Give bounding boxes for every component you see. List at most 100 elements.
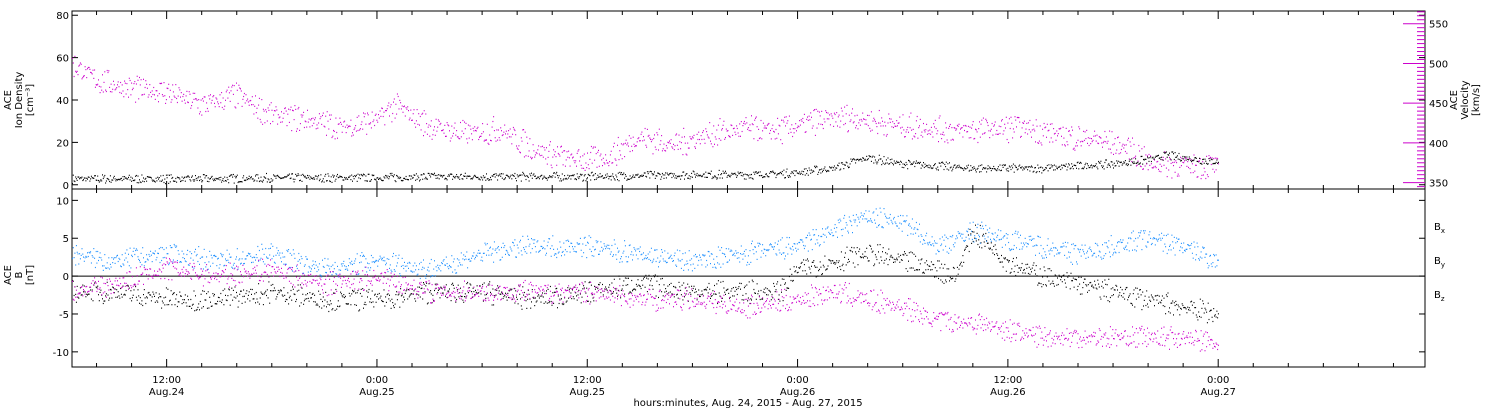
velocity-point bbox=[1083, 139, 1085, 141]
bx-point bbox=[222, 289, 224, 292]
velocity-point bbox=[778, 124, 780, 126]
by-point bbox=[76, 251, 78, 253]
velocity-point bbox=[206, 102, 208, 104]
velocity-point bbox=[145, 80, 147, 82]
density-point bbox=[808, 167, 810, 169]
velocity-point bbox=[305, 121, 307, 123]
density-point bbox=[240, 181, 242, 183]
density-point bbox=[1178, 152, 1180, 155]
by-point bbox=[277, 250, 279, 252]
velocity-point bbox=[351, 135, 353, 137]
velocity-point bbox=[525, 155, 527, 157]
bx-point bbox=[471, 291, 473, 293]
density-point bbox=[982, 168, 984, 170]
by-point bbox=[103, 265, 105, 267]
velocity-point bbox=[88, 66, 90, 69]
velocity-point bbox=[548, 150, 550, 152]
by-point bbox=[382, 260, 384, 262]
by-point bbox=[318, 269, 320, 271]
bx-point bbox=[1190, 301, 1192, 303]
by-point bbox=[445, 256, 447, 258]
bx-point bbox=[586, 287, 588, 289]
velocity-point bbox=[1204, 171, 1206, 173]
bx-point bbox=[445, 284, 447, 286]
density-point bbox=[107, 178, 109, 180]
bx-point bbox=[109, 288, 111, 291]
velocity-point bbox=[770, 129, 771, 132]
bx-point bbox=[1099, 296, 1101, 298]
bx-point bbox=[978, 239, 980, 241]
by-point bbox=[257, 245, 259, 248]
velocity-point bbox=[392, 112, 394, 115]
velocity-point bbox=[1146, 163, 1148, 165]
velocity-point bbox=[361, 121, 363, 123]
bx-point bbox=[855, 253, 857, 255]
velocity-point bbox=[595, 153, 597, 155]
velocity-point bbox=[495, 140, 497, 142]
velocity-point bbox=[538, 145, 540, 147]
bx-point bbox=[604, 288, 606, 290]
velocity-point bbox=[538, 153, 540, 155]
velocity-point bbox=[859, 119, 861, 121]
by-point bbox=[127, 261, 129, 263]
velocity-point bbox=[1128, 158, 1130, 160]
density-point bbox=[1215, 161, 1217, 163]
velocity-point bbox=[747, 127, 749, 129]
by-point bbox=[298, 252, 300, 255]
bx-point bbox=[1092, 286, 1094, 288]
density-point bbox=[592, 175, 594, 177]
velocity-point bbox=[762, 122, 764, 124]
bx-point bbox=[1191, 300, 1193, 302]
bx-point bbox=[521, 308, 523, 310]
density-point bbox=[247, 178, 249, 181]
bx-point bbox=[200, 293, 202, 295]
density-point bbox=[882, 162, 884, 164]
velocity-point bbox=[828, 118, 830, 120]
velocity-point bbox=[658, 128, 660, 130]
velocity-point bbox=[579, 160, 581, 162]
bx-point bbox=[806, 273, 808, 275]
by-point bbox=[86, 256, 88, 258]
bx-point bbox=[212, 293, 214, 295]
density-point bbox=[428, 172, 430, 175]
by-point bbox=[184, 260, 186, 262]
bx-point bbox=[611, 282, 613, 284]
velocity-point bbox=[936, 133, 938, 135]
velocity-point bbox=[378, 117, 380, 119]
bx-point bbox=[83, 291, 84, 293]
velocity-point bbox=[634, 145, 636, 148]
density-point bbox=[1217, 162, 1219, 164]
density-point bbox=[669, 173, 670, 175]
density-point bbox=[1079, 162, 1081, 164]
density-point bbox=[487, 178, 489, 180]
density-point bbox=[820, 172, 822, 174]
velocity-point bbox=[911, 138, 913, 140]
bx-point bbox=[1079, 283, 1081, 285]
velocity-point bbox=[210, 94, 211, 96]
density-point bbox=[251, 176, 252, 178]
density-point bbox=[948, 169, 950, 171]
velocity-point bbox=[1181, 158, 1183, 160]
velocity-point bbox=[497, 129, 499, 131]
bx-point bbox=[1162, 305, 1164, 307]
density-point bbox=[416, 178, 418, 180]
bx-point bbox=[872, 250, 874, 252]
velocity-point bbox=[547, 156, 549, 158]
velocity-point bbox=[167, 87, 169, 90]
density-point bbox=[92, 177, 94, 179]
density-point bbox=[1061, 167, 1063, 169]
density-point bbox=[1128, 160, 1130, 162]
density-point bbox=[171, 177, 173, 179]
bx-point bbox=[647, 278, 649, 280]
bx-point bbox=[350, 304, 352, 306]
bx-point bbox=[1012, 261, 1014, 263]
density-point bbox=[1084, 164, 1086, 166]
velocity-point bbox=[367, 114, 369, 116]
density-point bbox=[975, 171, 977, 173]
velocity-point bbox=[453, 127, 455, 129]
bx-point bbox=[534, 297, 536, 299]
by-point bbox=[184, 258, 185, 260]
velocity-point bbox=[480, 135, 482, 137]
bx-point bbox=[352, 291, 354, 293]
density-point bbox=[485, 179, 487, 181]
